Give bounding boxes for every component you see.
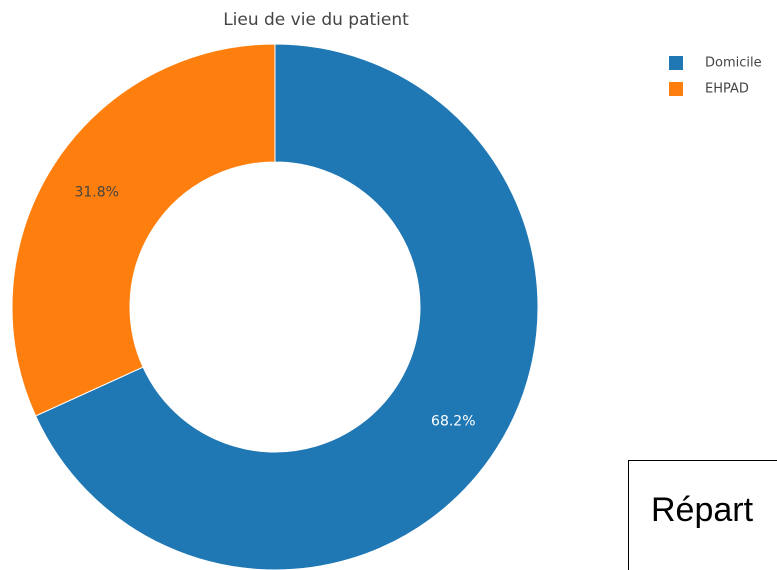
overlay-box: Répart <box>628 460 777 570</box>
chart-title: Lieu de vie du patient <box>223 10 409 30</box>
data-label: 31.8% <box>74 184 118 200</box>
legend-swatch <box>669 56 683 70</box>
legend-label: Domicile <box>705 56 762 71</box>
donut-slice <box>11 43 276 417</box>
overlay-text: Répart <box>651 491 754 529</box>
donut-slice <box>34 43 539 570</box>
legend-swatch <box>669 82 683 96</box>
data-label: 68.2% <box>431 414 475 430</box>
legend-label: EHPAD <box>705 82 749 97</box>
